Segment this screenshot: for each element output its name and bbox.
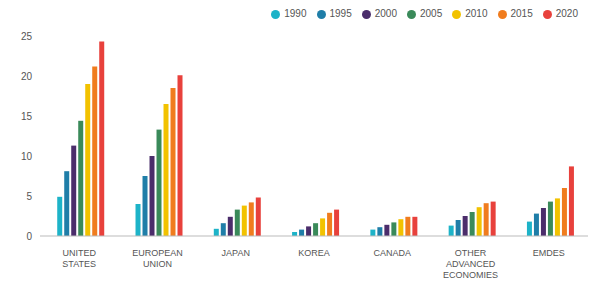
html-text:2000: 2000 [374, 8, 397, 19]
html-text:2005: 2005 [420, 8, 443, 19]
svg-text:UNITEDSTATES: UNITEDSTATES [62, 248, 96, 269]
html-text:1995: 1995 [329, 8, 352, 19]
html-text:2015: 2015 [510, 8, 533, 19]
svg-text:10: 10 [21, 151, 33, 162]
svg-text:OTHERADVANCEDECONOMIES: OTHERADVANCEDECONOMIES [443, 248, 498, 280]
html-text:1990: 1990 [284, 8, 307, 19]
svg-text:5: 5 [26, 191, 32, 202]
svg-text:KOREA: KOREA [298, 248, 330, 258]
svg-text:15: 15 [21, 111, 33, 122]
svg-text:20: 20 [21, 71, 33, 82]
html-text:2010: 2010 [465, 8, 488, 19]
svg-text:EUROPEANUNION: EUROPEANUNION [132, 248, 183, 269]
svg-text:0: 0 [26, 231, 32, 242]
svg-text:25: 25 [21, 31, 33, 42]
svg-text:CANADA: CANADA [374, 248, 412, 258]
svg-text:EMDES: EMDES [533, 248, 565, 258]
svg-text:JAPAN: JAPAN [222, 248, 250, 258]
html-text:2020: 2020 [555, 8, 578, 19]
